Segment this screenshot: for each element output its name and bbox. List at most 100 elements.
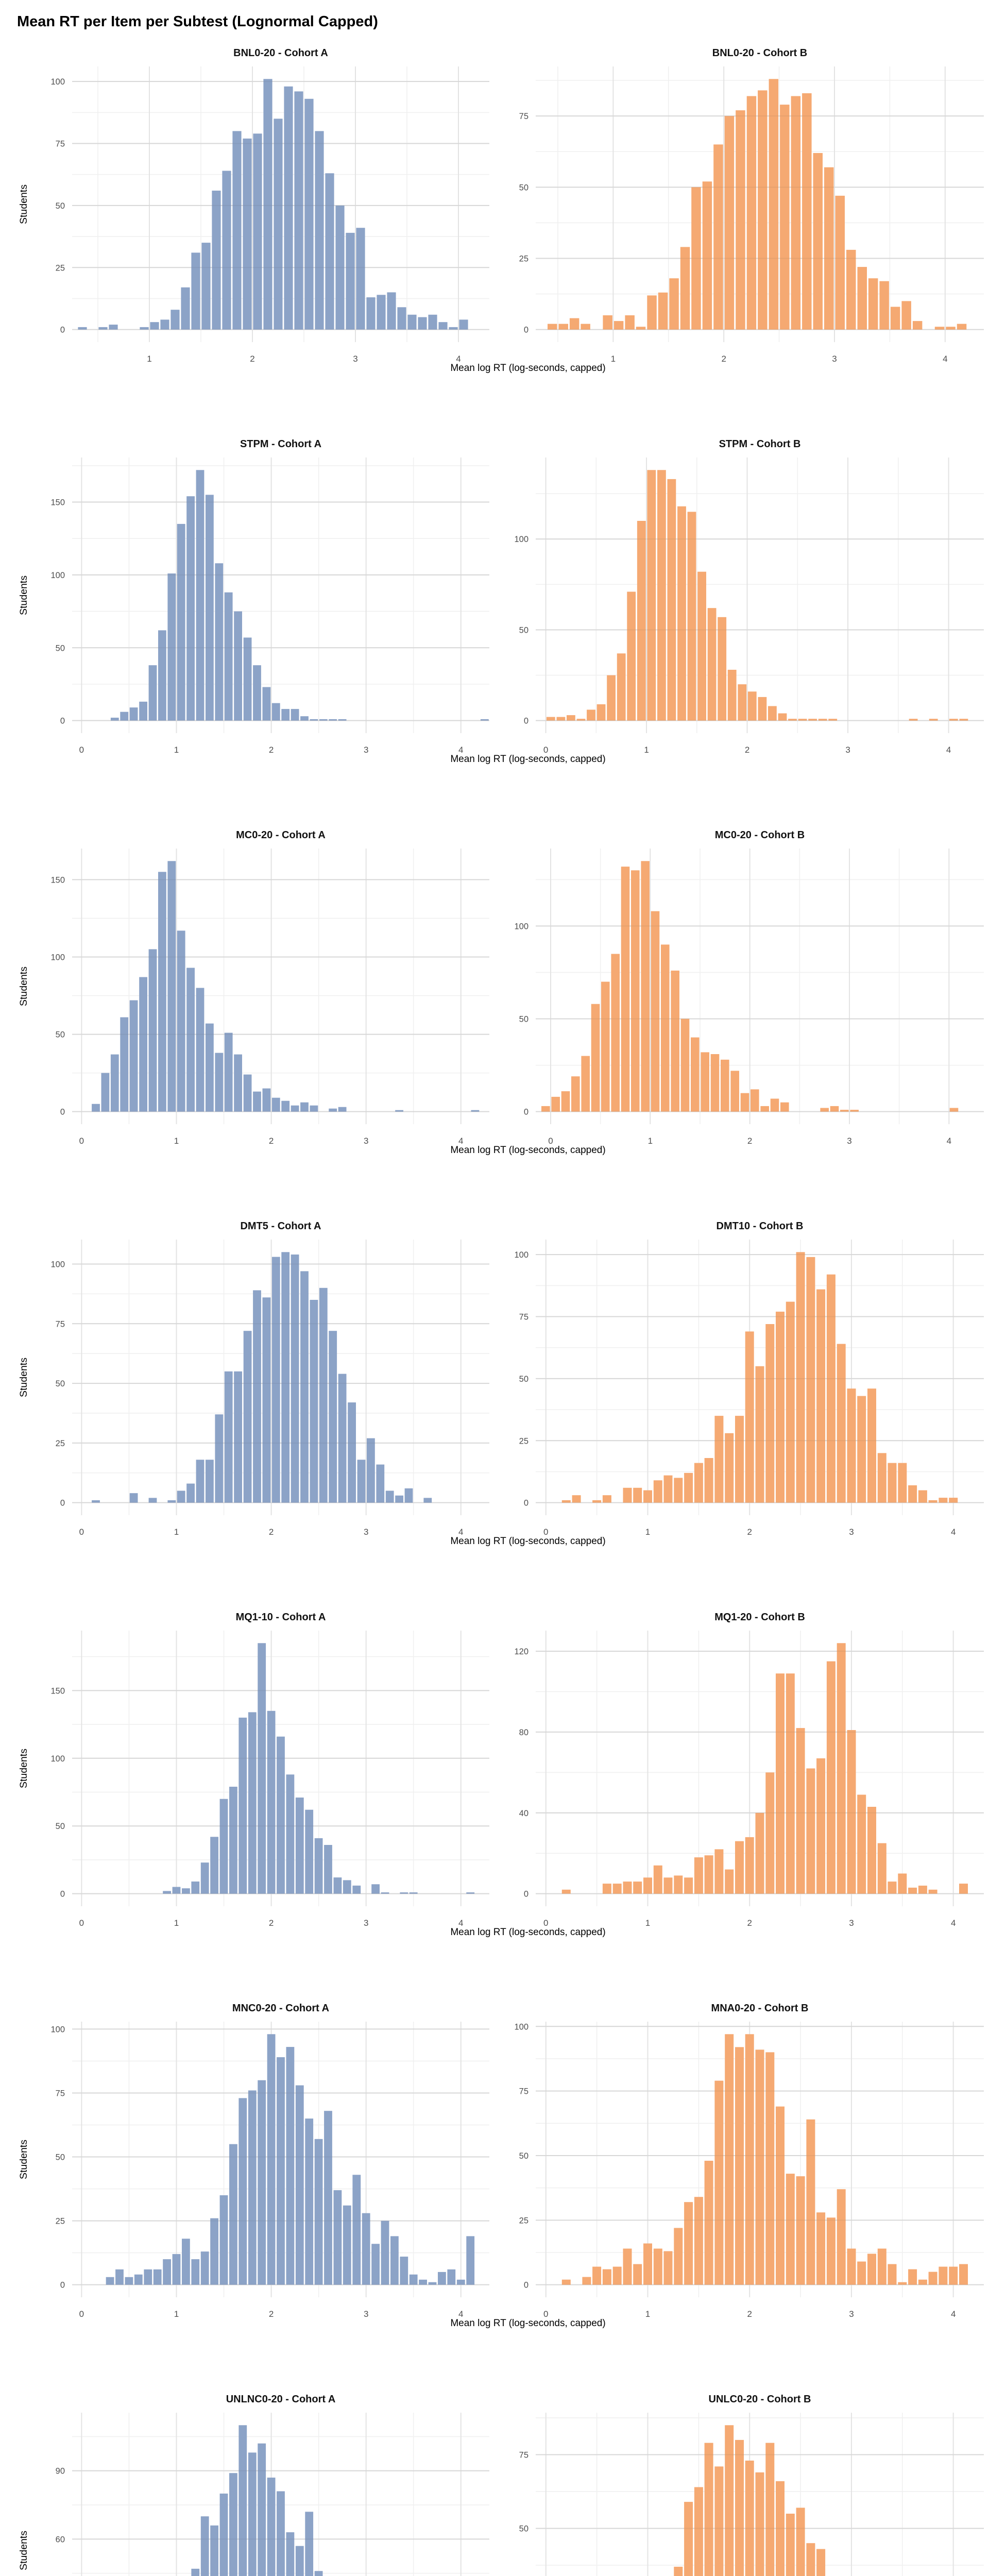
histogram-bar bbox=[909, 719, 918, 721]
histogram-bar bbox=[592, 1500, 602, 1503]
histogram-bars bbox=[106, 2034, 475, 2285]
histogram-bar bbox=[186, 1483, 195, 1503]
histogram-bar bbox=[912, 321, 923, 330]
histogram-bar bbox=[295, 2546, 304, 2576]
histogram-bar bbox=[857, 2261, 866, 2285]
y-tick-label: 0 bbox=[60, 2281, 65, 2290]
histogram-bar bbox=[691, 1037, 700, 1112]
x-tick-label: 3 bbox=[364, 1918, 368, 1928]
histogram-bar bbox=[319, 1287, 328, 1503]
panel-title: STPM - Cohort B bbox=[719, 438, 801, 450]
x-tick-label: 1 bbox=[174, 2309, 179, 2319]
histogram-bar bbox=[367, 1438, 375, 1503]
histogram-bar bbox=[828, 719, 838, 721]
major-gridlines bbox=[72, 849, 489, 1124]
histogram-bar bbox=[182, 2239, 190, 2285]
histogram-panel-dmt5-cohort-a: DMT5 - Cohort A 0 25 50 75 100 0 1 2 3 4 Students bbox=[18, 1221, 489, 1537]
histogram-bar bbox=[745, 2461, 754, 2576]
histogram-bar bbox=[725, 2034, 734, 2285]
histogram-bar bbox=[222, 171, 231, 330]
histogram-bar bbox=[219, 2494, 228, 2576]
x-tick-label: 2 bbox=[269, 1918, 274, 1928]
histogram-bar bbox=[215, 563, 224, 721]
histogram-bar bbox=[253, 1091, 261, 1112]
y-tick-label: 100 bbox=[514, 2022, 528, 2031]
histogram-bar bbox=[755, 1366, 764, 1503]
histogram-bar bbox=[755, 2472, 764, 2576]
histogram-bars bbox=[92, 1252, 432, 1503]
histogram-bar bbox=[830, 1106, 839, 1112]
histogram-bar bbox=[857, 267, 867, 330]
histogram-bar bbox=[663, 1877, 673, 1894]
x-tick-label: 1 bbox=[174, 745, 179, 755]
major-gridlines bbox=[536, 849, 984, 1124]
histogram-bar bbox=[381, 1892, 389, 1894]
histogram-bars bbox=[163, 1643, 475, 1894]
histogram-bar bbox=[471, 1110, 480, 1112]
panel-title: MC0-20 - Cohort A bbox=[236, 829, 326, 841]
histogram-bar bbox=[404, 1488, 413, 1503]
y-tick-label: 100 bbox=[50, 1260, 65, 1269]
panel-title: UNLC0-20 - Cohort B bbox=[709, 2394, 811, 2405]
histogram-bar bbox=[623, 1882, 632, 1894]
histogram-bar bbox=[704, 1855, 713, 1894]
histogram-bar bbox=[663, 1475, 673, 1503]
histogram-bar bbox=[267, 2034, 276, 2285]
y-tick-label: 50 bbox=[56, 2153, 65, 2162]
histogram-bar bbox=[877, 2248, 886, 2285]
y-tick-label: 40 bbox=[519, 1809, 528, 1818]
histogram-bar bbox=[343, 1880, 351, 1894]
histogram-bar bbox=[908, 2269, 917, 2285]
histogram-bar bbox=[267, 2478, 276, 2576]
histogram-bar bbox=[908, 1485, 917, 1503]
grid-overlay bbox=[72, 1690, 489, 1894]
histogram-bar bbox=[343, 2205, 351, 2285]
y-tick-label: 0 bbox=[60, 717, 65, 726]
y-tick-label: 75 bbox=[519, 2451, 528, 2460]
histogram-bar bbox=[158, 630, 166, 721]
histogram-bar bbox=[163, 1891, 171, 1894]
histogram-panel-bnl0-20-cohort-b: BNL0-20 - Cohort B 0 25 50 75 1 2 3 4 bbox=[519, 47, 984, 364]
histogram-bar bbox=[253, 133, 262, 330]
histogram-bar bbox=[643, 1877, 652, 1894]
histogram-bar bbox=[243, 138, 252, 330]
y-tick-label: 0 bbox=[524, 326, 528, 335]
histogram-bar bbox=[186, 496, 195, 721]
y-tick-label: 25 bbox=[519, 2216, 528, 2225]
histogram-bar bbox=[786, 1301, 795, 1503]
histogram-bar bbox=[786, 1673, 795, 1894]
histogram-bar bbox=[291, 709, 299, 721]
histogram-bar bbox=[262, 1088, 271, 1112]
y-tick-label: 75 bbox=[56, 140, 65, 149]
histogram-bar bbox=[680, 247, 690, 330]
histogram-bar bbox=[274, 118, 283, 330]
histogram-bar bbox=[694, 2487, 703, 2576]
y-tick-label: 150 bbox=[50, 1686, 65, 1696]
grid-overlay bbox=[72, 2028, 489, 2285]
histogram-bar bbox=[898, 1873, 907, 1894]
histogram-bar bbox=[418, 317, 427, 330]
y-tick-label: 25 bbox=[56, 1439, 65, 1448]
histogram-bar bbox=[643, 1490, 652, 1503]
x-tick-label: 0 bbox=[79, 2309, 84, 2319]
histogram-bar bbox=[714, 2466, 724, 2576]
histogram-bar bbox=[714, 1416, 724, 1503]
histogram-bar bbox=[633, 1882, 642, 1894]
histogram-bar bbox=[613, 321, 624, 330]
histogram-bar bbox=[329, 1108, 337, 1112]
histogram-bar bbox=[253, 665, 261, 721]
x-tick-label: 3 bbox=[849, 1918, 854, 1928]
histogram-bar bbox=[362, 2213, 370, 2285]
grid-overlay bbox=[536, 1254, 984, 1503]
histogram-bar bbox=[697, 571, 706, 721]
histogram-bar bbox=[556, 717, 566, 721]
x-tick-label: 1 bbox=[174, 1918, 179, 1928]
histogram-bar bbox=[101, 1073, 110, 1112]
histogram-bar bbox=[765, 2052, 775, 2285]
histogram-bar bbox=[791, 96, 801, 330]
histogram-bar bbox=[680, 1019, 690, 1112]
histogram-bar bbox=[191, 1882, 200, 1894]
histogram-bar bbox=[150, 322, 159, 330]
y-tick-label: 50 bbox=[519, 2524, 528, 2534]
histogram-bar bbox=[725, 1433, 734, 1503]
